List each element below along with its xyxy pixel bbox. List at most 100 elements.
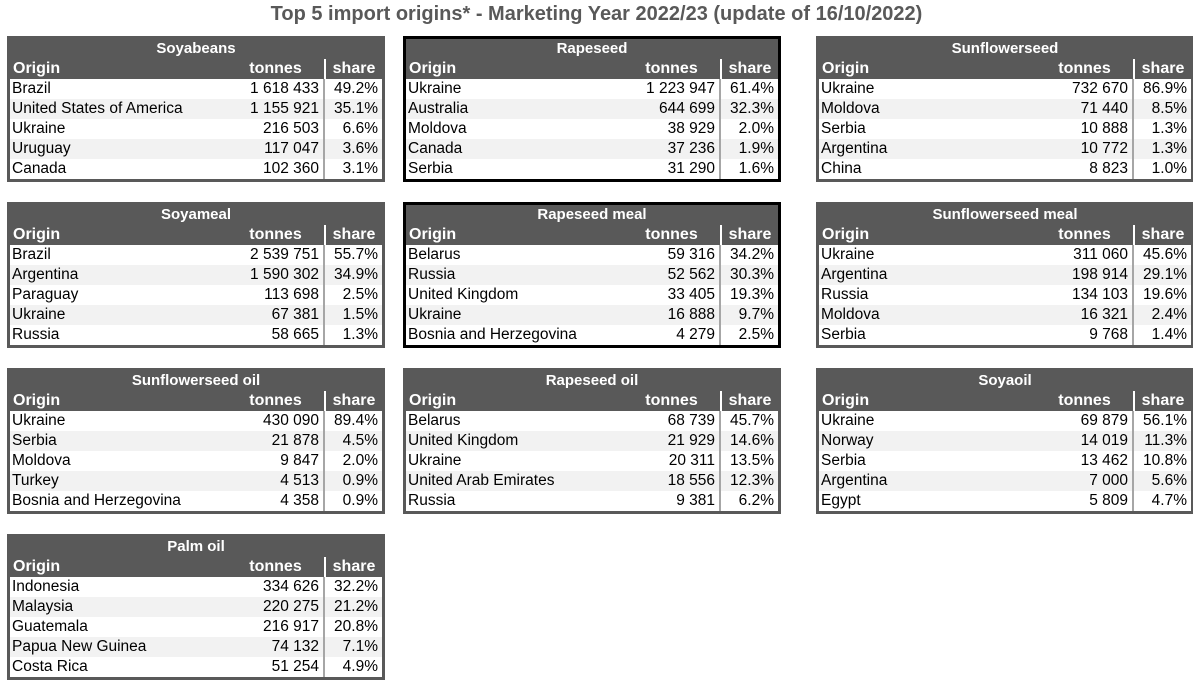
column-divider — [1132, 491, 1134, 511]
tonnes-cell: 334 626 — [262, 578, 319, 595]
table-row: Brazil 2 539 751 55.7% — [10, 245, 382, 265]
table-title: Palm oil — [10, 537, 382, 557]
share-cell: 1.0% — [1151, 160, 1187, 177]
table-row: Guatemala 216 917 20.8% — [10, 617, 382, 637]
column-divider — [719, 285, 721, 305]
share-cell: 1.9% — [738, 140, 774, 157]
table-row: Russia 52 562 30.3% — [406, 265, 778, 285]
column-divider — [719, 245, 721, 265]
origin-cell: Canada — [12, 160, 67, 177]
tonnes-cell: 20 311 — [668, 452, 715, 469]
share-cell: 45.7% — [730, 412, 774, 429]
column-divider — [323, 491, 325, 511]
tonnes-cell: 31 290 — [667, 160, 715, 177]
tonnes-cell: 74 132 — [271, 638, 319, 655]
table-row: Paraguay 113 698 2.5% — [10, 285, 382, 305]
column-header-share: share — [332, 392, 376, 409]
tonnes-cell: 10 888 — [1080, 120, 1128, 137]
column-divider — [719, 79, 721, 99]
origin-cell: China — [821, 160, 862, 177]
share-cell: 13.5% — [730, 452, 774, 469]
column-header-tonnes: tonnes — [249, 60, 302, 77]
share-cell: 2.0% — [738, 120, 774, 137]
table-row: Argentina 7 000 5.6% — [819, 471, 1191, 491]
table-body: Ukraine 732 670 86.9% Moldova 71 440 8.5% Serb… — [819, 79, 1191, 179]
tonnes-cell: 117 047 — [264, 140, 319, 157]
table-title: Rapeseed oil — [406, 371, 778, 391]
origin-cell: Russia — [12, 326, 60, 343]
column-divider — [719, 265, 721, 285]
origin-cell: Brazil — [12, 246, 51, 263]
table-row: Turkey 4 513 0.9% — [10, 471, 382, 491]
column-divider — [323, 245, 325, 265]
table-row: Ukraine 216 503 6.6% — [10, 119, 382, 139]
tonnes-cell: 198 914 — [1071, 266, 1128, 283]
origin-cell: United Arab Emirates — [408, 472, 555, 489]
table-row: Serbia 13 462 10.8% — [819, 451, 1191, 471]
column-divider — [324, 557, 326, 577]
table-row: Belarus 68 739 45.7% — [406, 411, 778, 431]
table-row: Australia 644 699 32.3% — [406, 99, 778, 119]
column-divider — [323, 265, 325, 285]
share-cell: 2.5% — [738, 326, 774, 343]
column-divider — [1132, 305, 1134, 325]
share-cell: 20.8% — [334, 618, 378, 635]
table-palm-oil: Palm oil Origin tonnes share Indonesia 334 62… — [7, 534, 385, 680]
share-cell: 19.6% — [1143, 286, 1187, 303]
table-title: Sunflowerseed meal — [819, 205, 1191, 225]
table-row: Canada 102 360 3.1% — [10, 159, 382, 179]
origin-cell: United States of America — [12, 100, 183, 117]
tonnes-cell: 67 381 — [271, 306, 319, 323]
column-header-share: share — [728, 60, 772, 77]
column-divider — [1132, 325, 1134, 345]
column-divider — [1132, 159, 1134, 179]
share-cell: 49.2% — [334, 80, 378, 97]
share-cell: 35.1% — [334, 100, 378, 117]
share-cell: 14.6% — [730, 432, 774, 449]
table-row: Russia 9 381 6.2% — [406, 491, 778, 511]
origin-cell: Norway — [821, 432, 874, 449]
origin-cell: Serbia — [12, 432, 57, 449]
share-cell: 32.2% — [334, 578, 378, 595]
origin-cell: Moldova — [408, 120, 467, 137]
column-divider — [1132, 139, 1134, 159]
share-cell: 1.4% — [1151, 326, 1187, 343]
column-divider — [719, 159, 721, 179]
tonnes-cell: 37 236 — [667, 140, 715, 157]
table-body: Belarus 68 739 45.7% United Kingdom 21 929 14… — [406, 411, 778, 511]
column-header-origin: Origin — [13, 60, 61, 77]
share-cell: 0.9% — [342, 492, 378, 509]
origin-cell: Argentina — [821, 140, 888, 157]
table-row: Ukraine 16 888 9.7% — [406, 305, 778, 325]
tonnes-cell: 102 360 — [262, 160, 319, 177]
table-row: Moldova 71 440 8.5% — [819, 99, 1191, 119]
column-divider — [323, 285, 325, 305]
origin-cell: Serbia — [821, 326, 866, 343]
column-divider — [720, 225, 722, 245]
tonnes-cell: 7 000 — [1089, 472, 1128, 489]
origin-cell: Argentina — [821, 472, 888, 489]
column-divider — [324, 391, 326, 411]
origin-cell: Ukraine — [821, 412, 875, 429]
tonnes-cell: 732 670 — [1071, 80, 1128, 97]
tonnes-cell: 69 879 — [1080, 412, 1128, 429]
table-soyabeans: Soyabeans Origin tonnes share Brazil 1 618 43… — [7, 36, 385, 182]
tonnes-cell: 644 699 — [658, 100, 715, 117]
table-body: Brazil 1 618 433 49.2% United States of Ame… — [10, 79, 382, 179]
column-divider — [719, 411, 721, 431]
tonnes-cell: 21 878 — [271, 432, 319, 449]
tonnes-cell: 2 539 751 — [250, 246, 319, 263]
table-row: Belarus 59 316 34.2% — [406, 245, 778, 265]
table-row: Norway 14 019 11.3% — [819, 431, 1191, 451]
column-divider — [323, 617, 325, 637]
table-row: Bosnia and Herzegovina 4 358 0.9% — [10, 491, 382, 511]
tonnes-cell: 52 562 — [667, 266, 715, 283]
table-row: Ukraine 311 060 45.6% — [819, 245, 1191, 265]
column-header-tonnes: tonnes — [1058, 226, 1111, 243]
share-cell: 1.3% — [342, 326, 378, 343]
table-header: Origin tonnes share — [406, 391, 778, 411]
share-cell: 86.9% — [1143, 80, 1187, 97]
tonnes-cell: 21 929 — [667, 432, 715, 449]
origin-cell: Papua New Guinea — [12, 638, 147, 655]
tonnes-cell: 9 381 — [676, 492, 715, 509]
